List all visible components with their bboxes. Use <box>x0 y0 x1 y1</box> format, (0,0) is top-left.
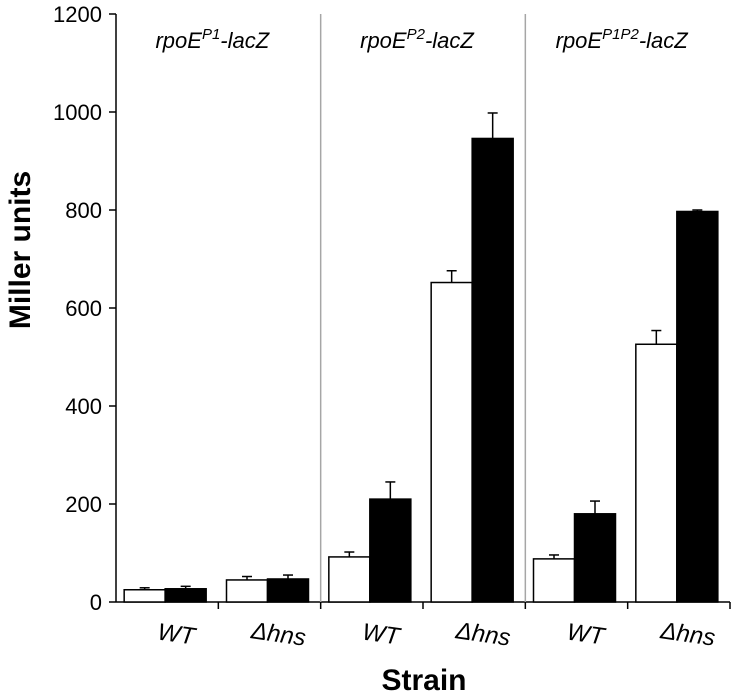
x-tick-label: WT <box>156 619 199 651</box>
panel-label-fusion: -lacZ <box>220 28 270 53</box>
bar-condition-2 <box>164 588 207 603</box>
panel-label-promoter: P1P2 <box>602 26 639 43</box>
bar-condition-1 <box>430 281 473 603</box>
panel-label: rpoEP1P2-lacZ <box>556 26 690 53</box>
bar-condition-2 <box>573 513 617 603</box>
bar-condition-1 <box>635 343 678 603</box>
bar-condition-1 <box>123 589 166 603</box>
bar-condition-2 <box>676 210 719 603</box>
panel-label-gene: rpoE <box>360 28 407 53</box>
bar-condition-1 <box>328 556 371 603</box>
panel-label-promoter: P2 <box>407 26 426 43</box>
bar-condition-2 <box>369 498 412 603</box>
x-tick-label: WT <box>361 619 404 651</box>
bar-condition-2 <box>471 137 514 603</box>
panel-label-gene: rpoE <box>556 28 603 53</box>
panel-label-fusion: -lacZ <box>425 28 475 53</box>
y-tick-label: 400 <box>65 394 102 419</box>
y-tick-label: 1000 <box>53 100 102 125</box>
x-tick-label: WT <box>565 619 608 651</box>
panel-label-promoter: P1 <box>202 26 220 43</box>
y-axis-title: Miller units <box>4 171 37 329</box>
x-axis-title: Strain <box>381 664 466 697</box>
panel-label-gene: rpoE <box>155 28 202 53</box>
x-tick-label: Δhns <box>249 617 308 652</box>
y-tick-label: 600 <box>65 296 102 321</box>
y-tick-label: 800 <box>65 198 102 223</box>
bar-condition-1 <box>225 579 269 603</box>
axes: 0 200 400 600 800 1000 1200 <box>53 2 731 615</box>
x-tick-label: Δhns <box>658 617 717 652</box>
x-tick-label: Δhns <box>453 617 512 652</box>
bar-condition-1 <box>532 558 576 603</box>
panel-label: rpoEP1-lacZ <box>155 26 270 53</box>
y-tick-label: 0 <box>90 590 102 615</box>
y-tick-label: 200 <box>65 492 102 517</box>
y-tick-label: 1200 <box>53 2 102 27</box>
panel-label-fusion: -lacZ <box>639 28 689 53</box>
bars <box>123 112 719 603</box>
panel-label: rpoEP2-lacZ <box>360 26 475 53</box>
bar-condition-2 <box>266 578 310 603</box>
